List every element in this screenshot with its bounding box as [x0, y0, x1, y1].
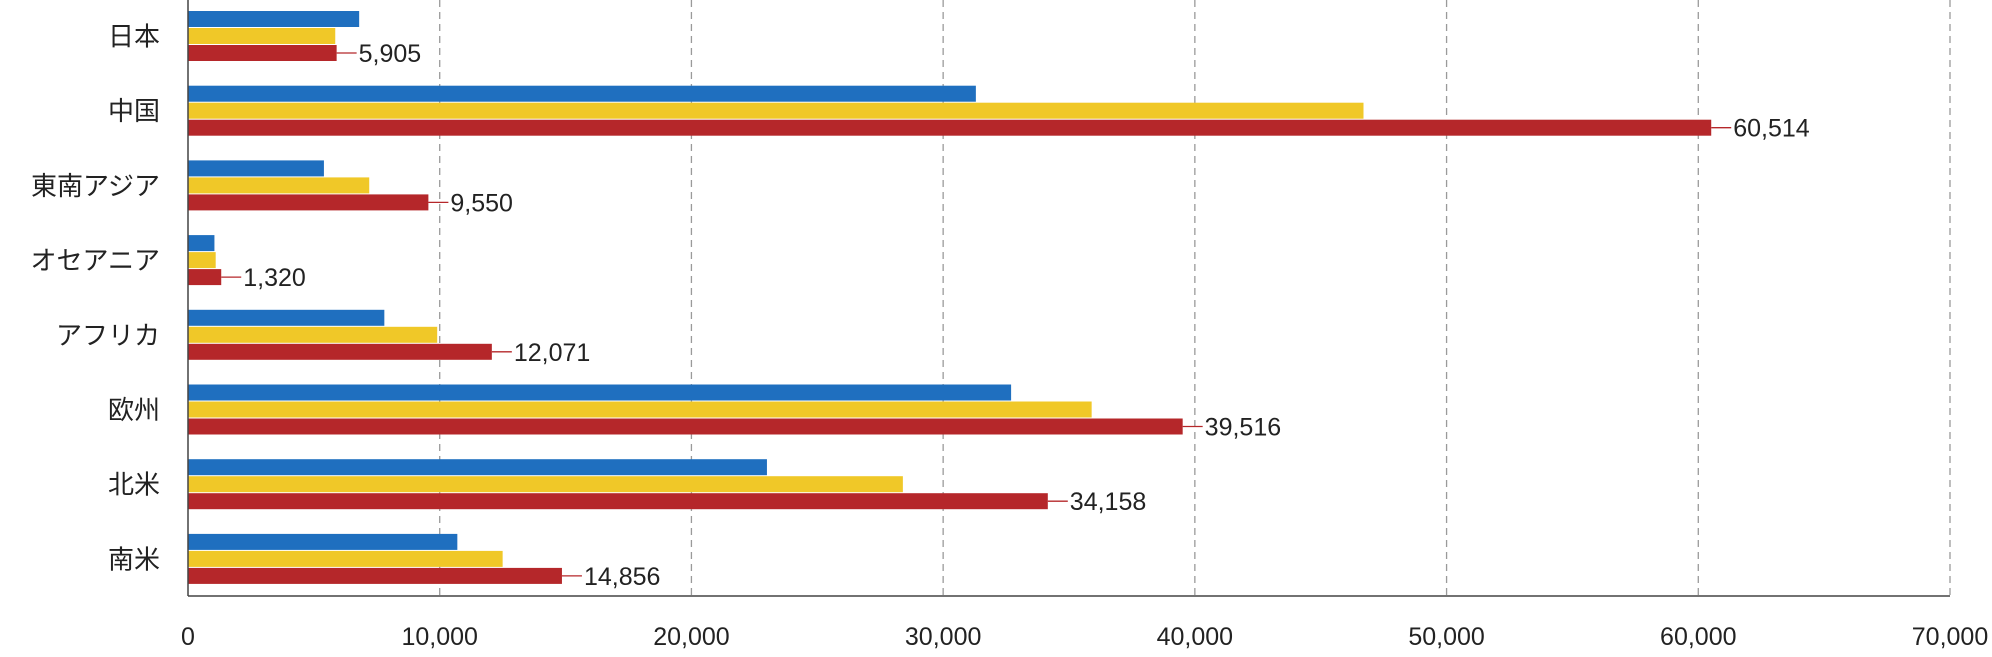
data-label: 1,320 — [243, 264, 306, 292]
bar-2 — [188, 401, 1092, 418]
category-label: オセアニア — [31, 247, 160, 277]
bar-1 — [188, 160, 324, 177]
bar-3 — [188, 119, 1712, 136]
bar-1 — [188, 11, 360, 27]
bar-layer — [188, 11, 1712, 584]
x-tick-label: 20,000 — [653, 623, 729, 651]
bar-2 — [188, 476, 903, 493]
bar-3 — [188, 418, 1183, 435]
x-tick-label: 0 — [181, 623, 195, 651]
category-label: 日本 — [108, 23, 160, 53]
data-label: 39,516 — [1205, 414, 1281, 442]
x-tick-label: 50,000 — [1408, 623, 1484, 651]
x-tick-label: 60,000 — [1660, 623, 1736, 651]
bar-2 — [188, 102, 1364, 119]
bar-1 — [188, 85, 976, 102]
data-label: 60,514 — [1733, 115, 1810, 143]
bar-3 — [188, 343, 492, 360]
bar-1 — [188, 384, 1012, 401]
bar-1 — [188, 235, 215, 252]
data-label: 14,856 — [584, 563, 660, 591]
bar-1 — [188, 309, 385, 326]
bar-2 — [188, 252, 216, 269]
bar-3 — [188, 567, 562, 584]
category-label: 欧州 — [108, 396, 160, 426]
category-label: 中国 — [108, 97, 160, 127]
bar-3 — [188, 194, 429, 211]
bar-2 — [188, 550, 503, 567]
bar-1 — [188, 533, 458, 550]
category-label: アフリカ — [56, 321, 160, 351]
data-label: 9,550 — [450, 189, 513, 217]
x-tick-label: 10,000 — [401, 623, 477, 651]
x-tick-label: 30,000 — [905, 623, 981, 651]
category-label: 東南アジア — [31, 172, 160, 202]
bar-2 — [188, 28, 336, 44]
axis-layer: 0 10,000 20,000 30,000 40,000 50,000 60,000 70,… — [181, 0, 1988, 651]
category-label: 北米 — [108, 471, 160, 501]
bar-2 — [188, 177, 370, 194]
bar-1 — [188, 459, 767, 476]
label-layer: 日本 5,905 中国 60,514 東南アジア 9,550 オセアニア 1,320 アフリカ 1… — [31, 23, 1810, 591]
x-tick-label: 70,000 — [1912, 623, 1988, 651]
data-label: 5,905 — [359, 40, 422, 68]
bar-3 — [188, 493, 1048, 510]
bar-3 — [188, 269, 222, 286]
x-tick-label: 40,000 — [1157, 623, 1233, 651]
bar-3 — [188, 45, 337, 61]
category-label: 南米 — [108, 545, 160, 575]
bar-2 — [188, 326, 438, 343]
data-label: 12,071 — [514, 339, 590, 367]
data-label: 34,158 — [1070, 488, 1146, 516]
